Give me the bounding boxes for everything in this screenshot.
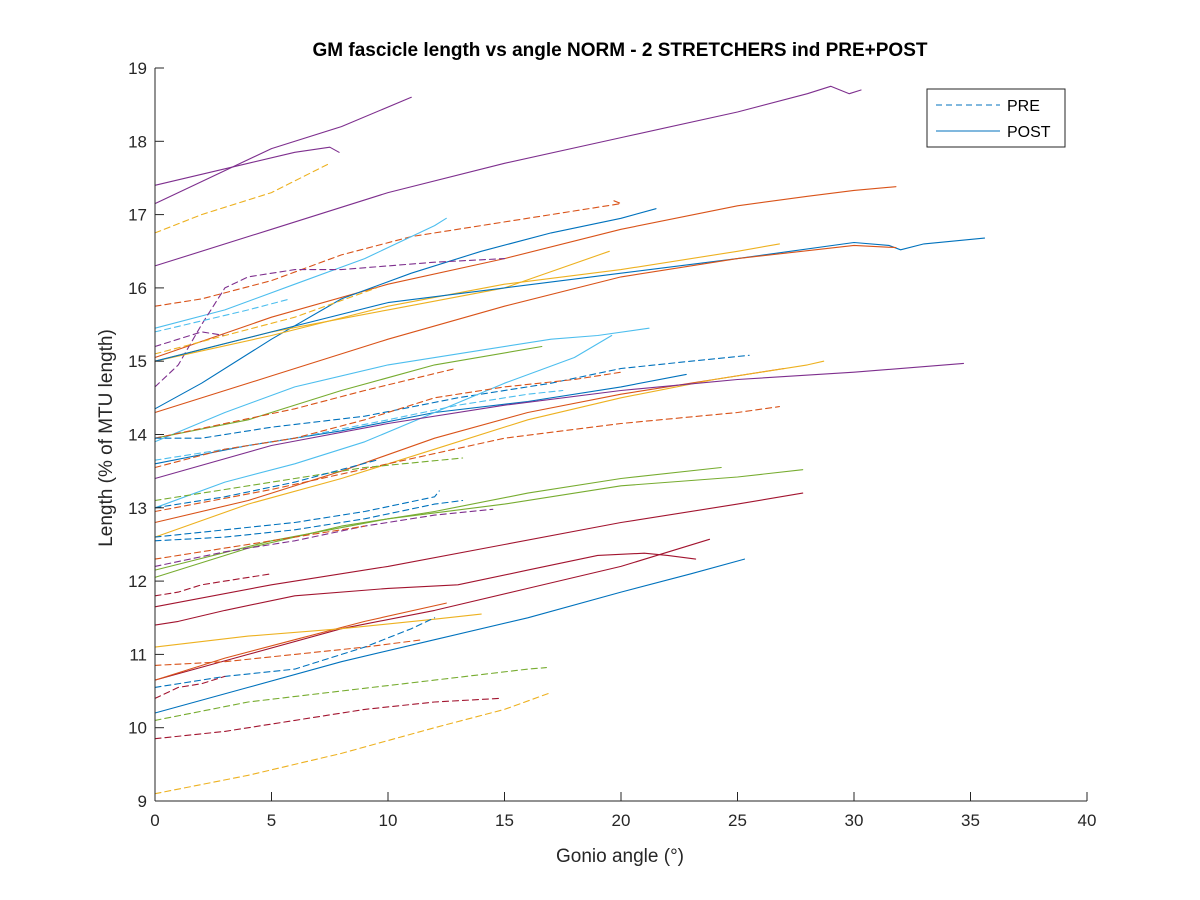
y-tick-label: 16	[128, 279, 147, 298]
y-tick-label: 12	[128, 572, 147, 591]
series-line-post-12	[154, 250, 610, 362]
x-tick-label: 20	[612, 811, 631, 830]
series-line-post-38	[154, 552, 697, 626]
series-line-pre-43	[154, 639, 424, 666]
series-line-pre-5	[154, 199, 622, 307]
legend: PRE POST	[926, 88, 1066, 148]
series-group	[154, 85, 986, 795]
x-tick-label: 40	[1078, 811, 1097, 830]
series-line-post-24	[154, 362, 965, 480]
series-line-pre-9	[154, 331, 226, 348]
series-line-post-2	[154, 85, 862, 267]
series-line-post-21	[154, 334, 613, 509]
series-line-pre-10	[154, 298, 291, 333]
series-line-post-31	[154, 469, 804, 571]
x-tick-label: 15	[495, 811, 514, 830]
series-line-post-1	[154, 96, 412, 205]
series-line-pre-11	[154, 287, 377, 355]
series-line-pre-29	[154, 459, 377, 509]
x-tick-label: 5	[267, 811, 276, 830]
series-line-post-15	[154, 244, 897, 414]
series-line-pre-37	[154, 573, 273, 597]
y-tick-label: 10	[128, 719, 147, 738]
y-tick-label: 14	[128, 426, 147, 445]
chart-title: GM fascicle length vs angle NORM - 2 STR…	[313, 40, 928, 61]
y-axis-label: Length (% of MTU length)	[96, 329, 117, 547]
y-ticks: 9 10 11 12 13 14 15 16 17 18 19	[128, 59, 164, 811]
series-line-post-4	[154, 186, 897, 359]
legend-box	[926, 88, 1066, 148]
series-line-pre-32	[154, 508, 494, 567]
series-line-post-41	[154, 602, 447, 681]
series-line-pre-48	[154, 691, 552, 795]
series-line-post-0	[154, 146, 340, 186]
series-line-post-7	[154, 217, 447, 329]
series-line-pre-26	[154, 371, 622, 469]
axes: 0 5 10 15 20 25 30 35 40 9 10 11 12 13 14 15 16 17 18 19	[128, 59, 1096, 830]
series-line-post-42	[154, 613, 482, 648]
y-tick-label: 13	[128, 499, 147, 518]
series-line-pre-35	[154, 525, 366, 560]
series-line-pre-45	[154, 675, 226, 699]
series-line-pre-27	[154, 406, 780, 513]
series-line-post-23	[154, 360, 825, 538]
x-tick-label: 0	[150, 811, 159, 830]
series-line-pre-3	[154, 162, 331, 234]
series-line-pre-8	[154, 258, 506, 388]
series-line-pre-28	[154, 457, 464, 502]
series-line-post-22	[154, 367, 785, 524]
series-line-post-6	[154, 208, 657, 410]
y-tick-label: 17	[128, 206, 147, 225]
legend-post-label: POST	[1007, 124, 1051, 141]
series-line-post-39	[154, 538, 711, 681]
x-tick-label: 30	[845, 811, 864, 830]
y-tick-label: 15	[128, 352, 147, 371]
x-tick-label: 25	[728, 811, 747, 830]
y-tick-label: 11	[129, 645, 147, 664]
legend-pre-label: PRE	[1007, 98, 1040, 115]
x-tick-label: 35	[961, 811, 980, 830]
series-line-pre-19	[154, 354, 750, 439]
y-tick-label: 19	[128, 59, 147, 78]
x-axis-label: Gonio angle (°)	[556, 846, 684, 867]
series-line-pre-44	[154, 617, 436, 688]
series-line-post-36	[154, 492, 804, 608]
series-line-post-14	[154, 237, 986, 362]
series-line-pre-34	[154, 499, 464, 542]
y-tick-label: 9	[138, 792, 147, 811]
series-line-post-30	[154, 466, 722, 578]
series-line-pre-33	[154, 490, 440, 538]
y-tick-label: 18	[128, 132, 147, 151]
series-line-pre-47	[154, 697, 501, 740]
series-line-pre-46	[154, 667, 547, 721]
x-ticks: 0 5 10 15 20 25 30 35 40	[150, 792, 1096, 830]
series-line-post-17	[154, 345, 543, 439]
series-line-pre-18	[154, 367, 457, 439]
x-tick-label: 10	[379, 811, 398, 830]
series-line-post-40	[154, 558, 746, 714]
series-line-post-16	[154, 327, 650, 443]
series-line-post-13	[154, 243, 780, 362]
